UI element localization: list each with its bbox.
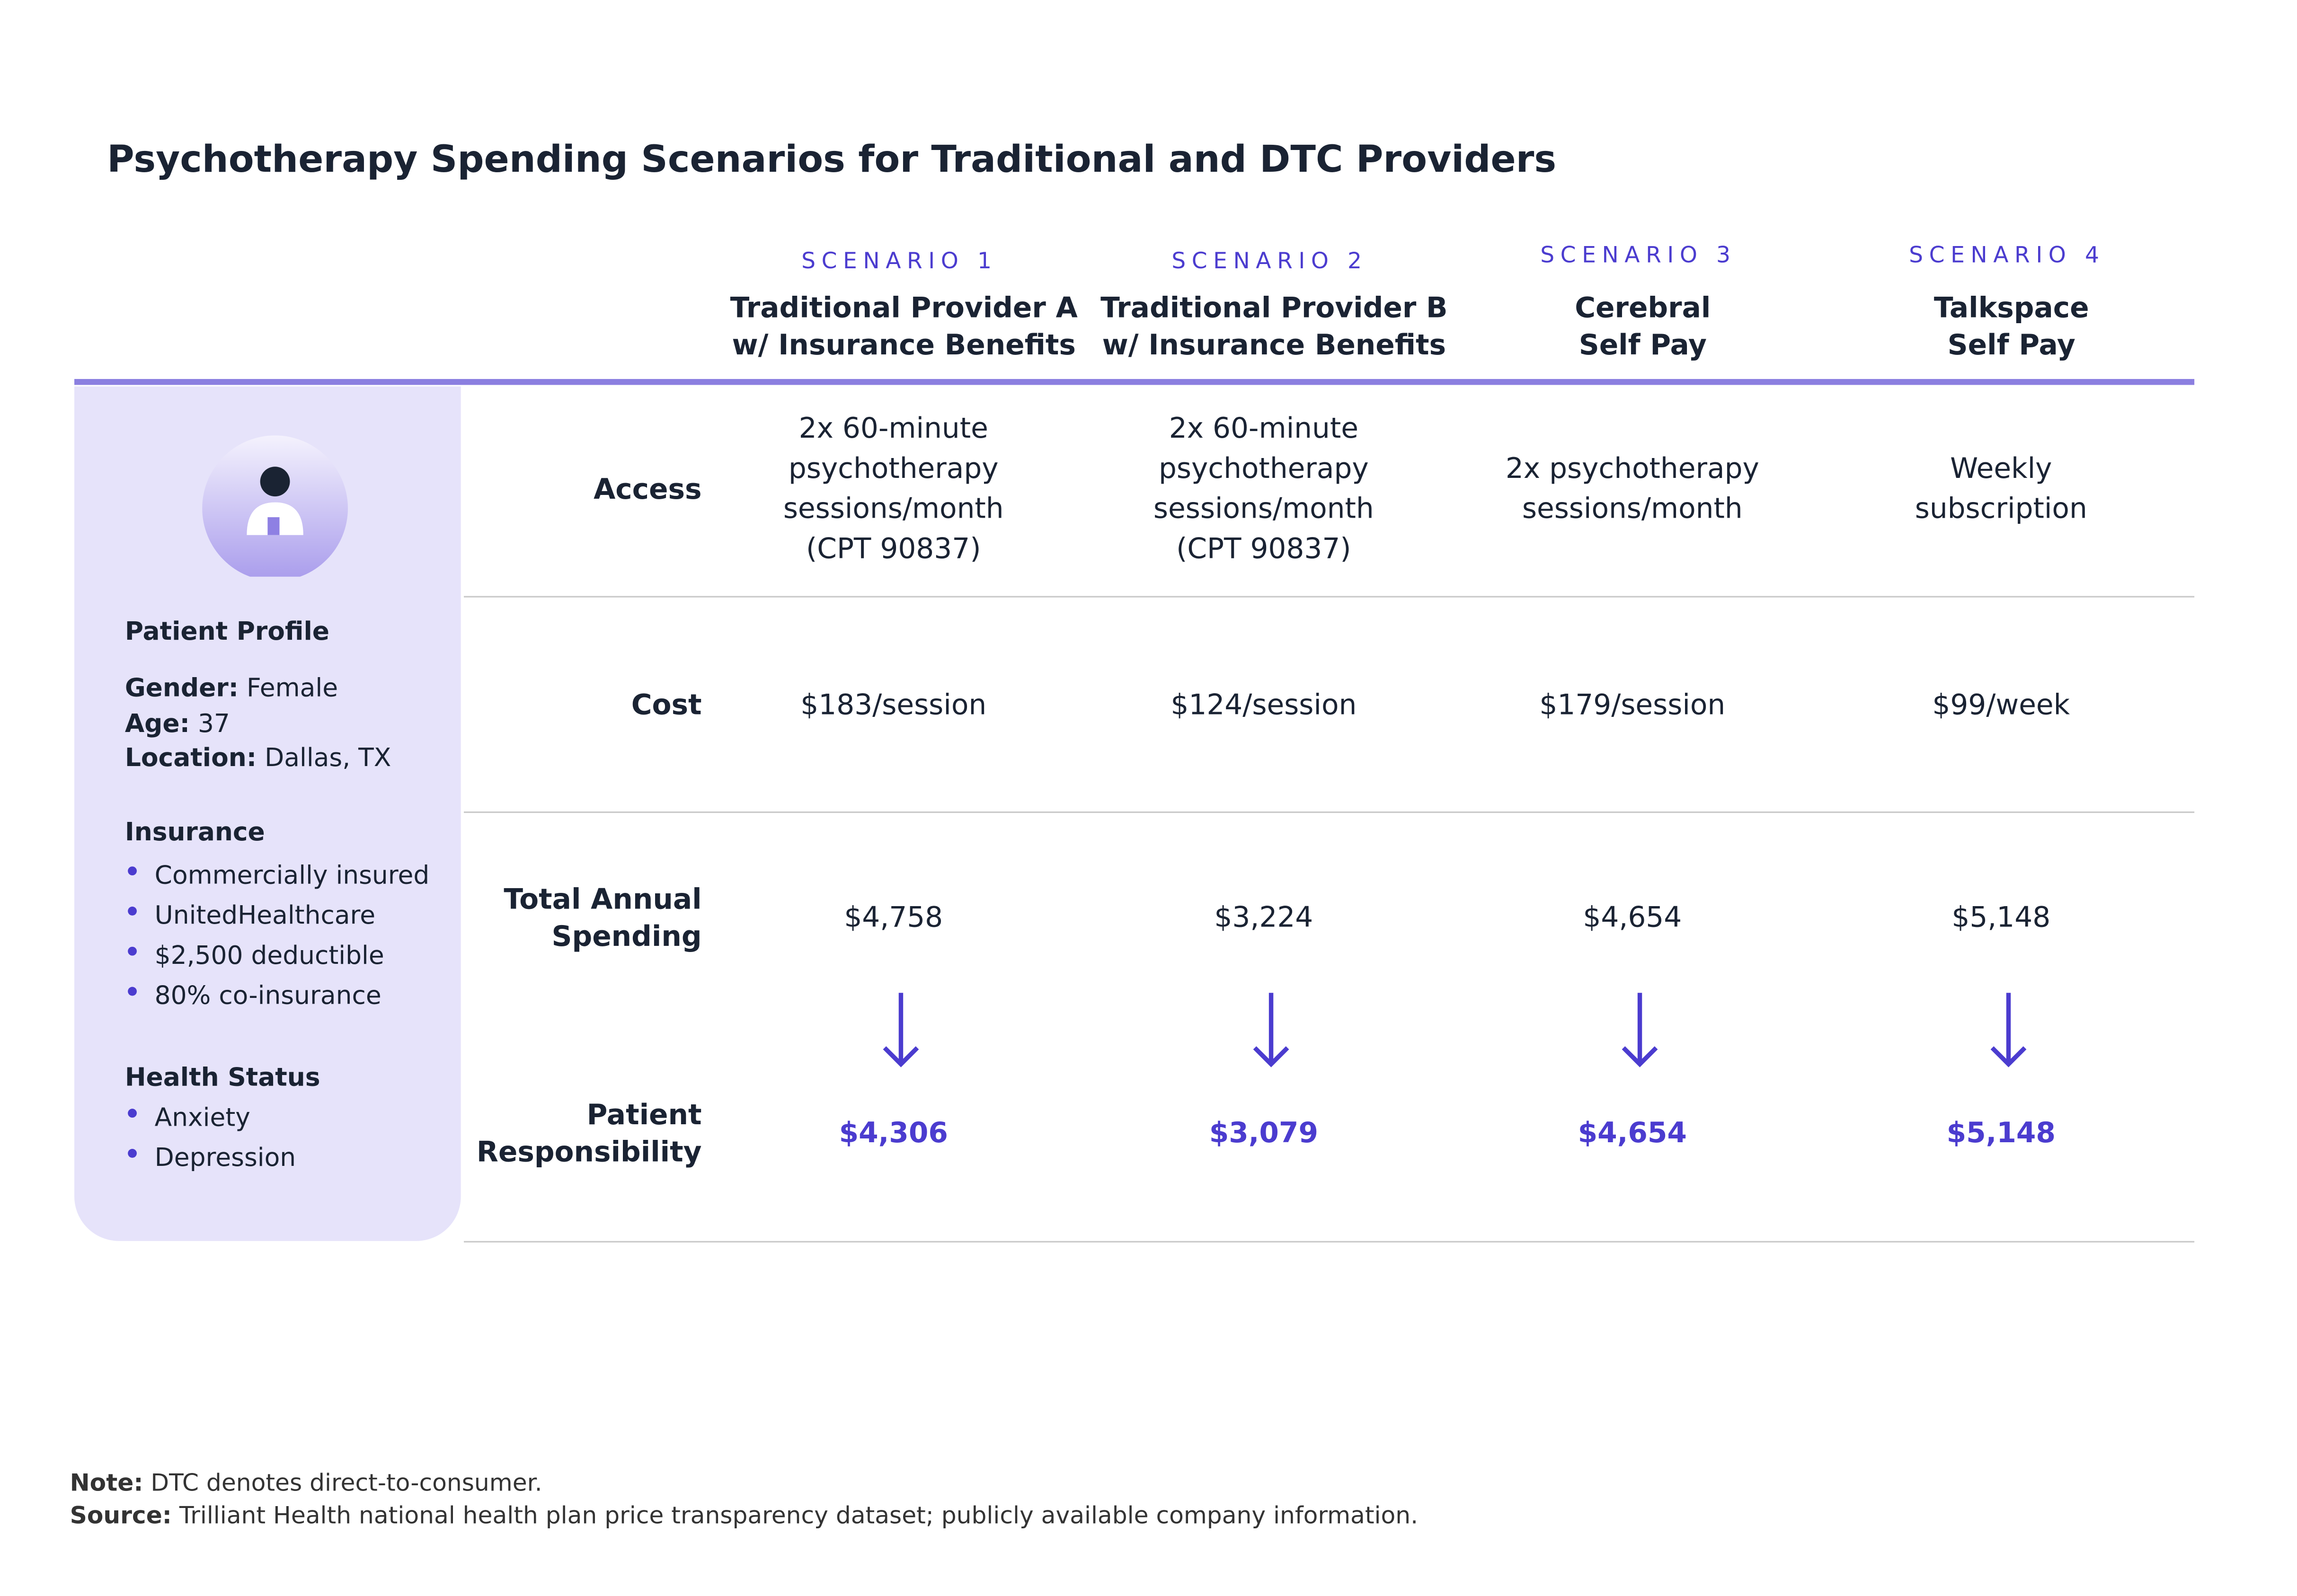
scenario-name: Traditional Provider A xyxy=(730,292,1078,325)
scenario-name: w/ Insurance Benefits xyxy=(732,329,1076,362)
cost-cell: $183/session xyxy=(800,688,987,722)
row-label: Cost xyxy=(631,688,702,722)
scenario-label: SCENARIO 3 xyxy=(1540,241,1737,268)
access-cell: sessions/month xyxy=(1153,493,1374,526)
footnote: Note: DTC denotes direct-to-consumer. xyxy=(70,1471,542,1495)
arrow xyxy=(883,993,919,1067)
list-item: 80% co-insurance xyxy=(154,981,381,1012)
list-item: Depression xyxy=(154,1143,296,1173)
access-cell: sessions/month xyxy=(1522,493,1743,526)
responsibility-cell: $4,654 xyxy=(1578,1117,1687,1150)
profile-field-label: Age: xyxy=(124,709,190,740)
arrow xyxy=(1622,993,1658,1067)
cost-cell: $99/week xyxy=(1932,688,2070,722)
bullet xyxy=(128,987,137,996)
profile-title: Patient Profile xyxy=(124,617,330,647)
access-cell: Weekly xyxy=(1950,452,2052,485)
profile-field-value: 37 xyxy=(197,709,230,740)
access-cell: subscription xyxy=(1915,493,2087,526)
total-cell: $3,224 xyxy=(1214,901,1313,935)
responsibility-cell: $5,148 xyxy=(1946,1117,2056,1150)
profile-field: Location: Dallas, TX xyxy=(124,744,391,774)
row-label: Spending xyxy=(551,920,702,953)
footnote-label: Note: xyxy=(70,1468,143,1497)
cost-cell: $179/session xyxy=(1539,688,1726,722)
access-cell: psychotherapy xyxy=(1158,452,1369,485)
total-cell: $5,148 xyxy=(1951,901,2051,935)
list-item: UnitedHealthcare xyxy=(154,901,376,931)
row-separator xyxy=(463,1241,2195,1243)
source-label: Source: xyxy=(70,1501,172,1530)
section-title: Insurance xyxy=(124,818,265,848)
source-value: Trilliant Health national health plan pr… xyxy=(179,1501,1419,1530)
access-cell: 2x 60-minute xyxy=(1169,412,1358,445)
row-separator xyxy=(463,596,2195,598)
access-cell: sessions/month xyxy=(783,493,1004,526)
bullet xyxy=(128,1148,137,1158)
arrow xyxy=(1990,993,2027,1067)
title: Psychotherapy Spending Scenarios for Tra… xyxy=(107,137,1557,181)
scenario-name: Traditional Provider B xyxy=(1100,292,1448,325)
total-cell: $4,758 xyxy=(844,901,943,935)
access-cell: (CPT 90837) xyxy=(1176,533,1351,566)
access-cell: 2x psychotherapy xyxy=(1505,452,1759,485)
arrow xyxy=(1253,993,1289,1067)
profile-field-value: Female xyxy=(247,674,338,704)
scenario-label: SCENARIO 4 xyxy=(1909,241,2105,268)
cost-cell: $124/session xyxy=(1171,688,1357,722)
scenario-label: SCENARIO 2 xyxy=(1171,247,1368,274)
profile-field: Age: 37 xyxy=(124,709,230,740)
profile-field: Gender: Female xyxy=(124,674,338,704)
scenario-name: Cerebral xyxy=(1575,292,1711,325)
section-title: Health Status xyxy=(124,1063,320,1093)
row-label: Total Annual xyxy=(504,883,702,917)
scenario-label: SCENARIO 1 xyxy=(801,247,998,274)
list-item: $2,500 deductible xyxy=(154,941,384,971)
bullet xyxy=(128,1109,137,1118)
list-item: Anxiety xyxy=(154,1103,250,1134)
scenario-name: Talkspace xyxy=(1933,292,2089,325)
scenario-name: Self Pay xyxy=(1579,329,1707,362)
access-cell: (CPT 90837) xyxy=(806,533,981,566)
row-label: Access xyxy=(594,473,702,506)
access-cell: psychotherapy xyxy=(788,452,999,485)
responsibility-cell: $4,306 xyxy=(839,1117,948,1150)
row-label: Responsibility xyxy=(476,1136,702,1169)
row-label: Patient xyxy=(586,1099,702,1132)
bullet xyxy=(128,866,137,876)
responsibility-cell: $3,079 xyxy=(1209,1117,1319,1150)
profile-field-label: Location: xyxy=(124,744,257,774)
total-cell: $4,654 xyxy=(1583,901,1682,935)
scenario-name: Self Pay xyxy=(1947,329,2075,362)
scenario-name: w/ Insurance Benefits xyxy=(1102,329,1446,362)
list-item: Commercially insured xyxy=(154,861,430,891)
bullet xyxy=(128,946,137,956)
source: Source: Trilliant Health national health… xyxy=(70,1501,1419,1530)
profile-field-label: Gender: xyxy=(124,674,239,704)
bullet xyxy=(128,907,137,916)
profile-field-value: Dallas, TX xyxy=(265,744,391,774)
footnote-value: DTC denotes direct-to-consumer. xyxy=(151,1468,542,1497)
avatar-icon xyxy=(202,435,348,577)
row-separator xyxy=(463,811,2195,813)
access-cell: 2x 60-minute xyxy=(798,412,988,445)
header-rule xyxy=(74,379,2195,385)
